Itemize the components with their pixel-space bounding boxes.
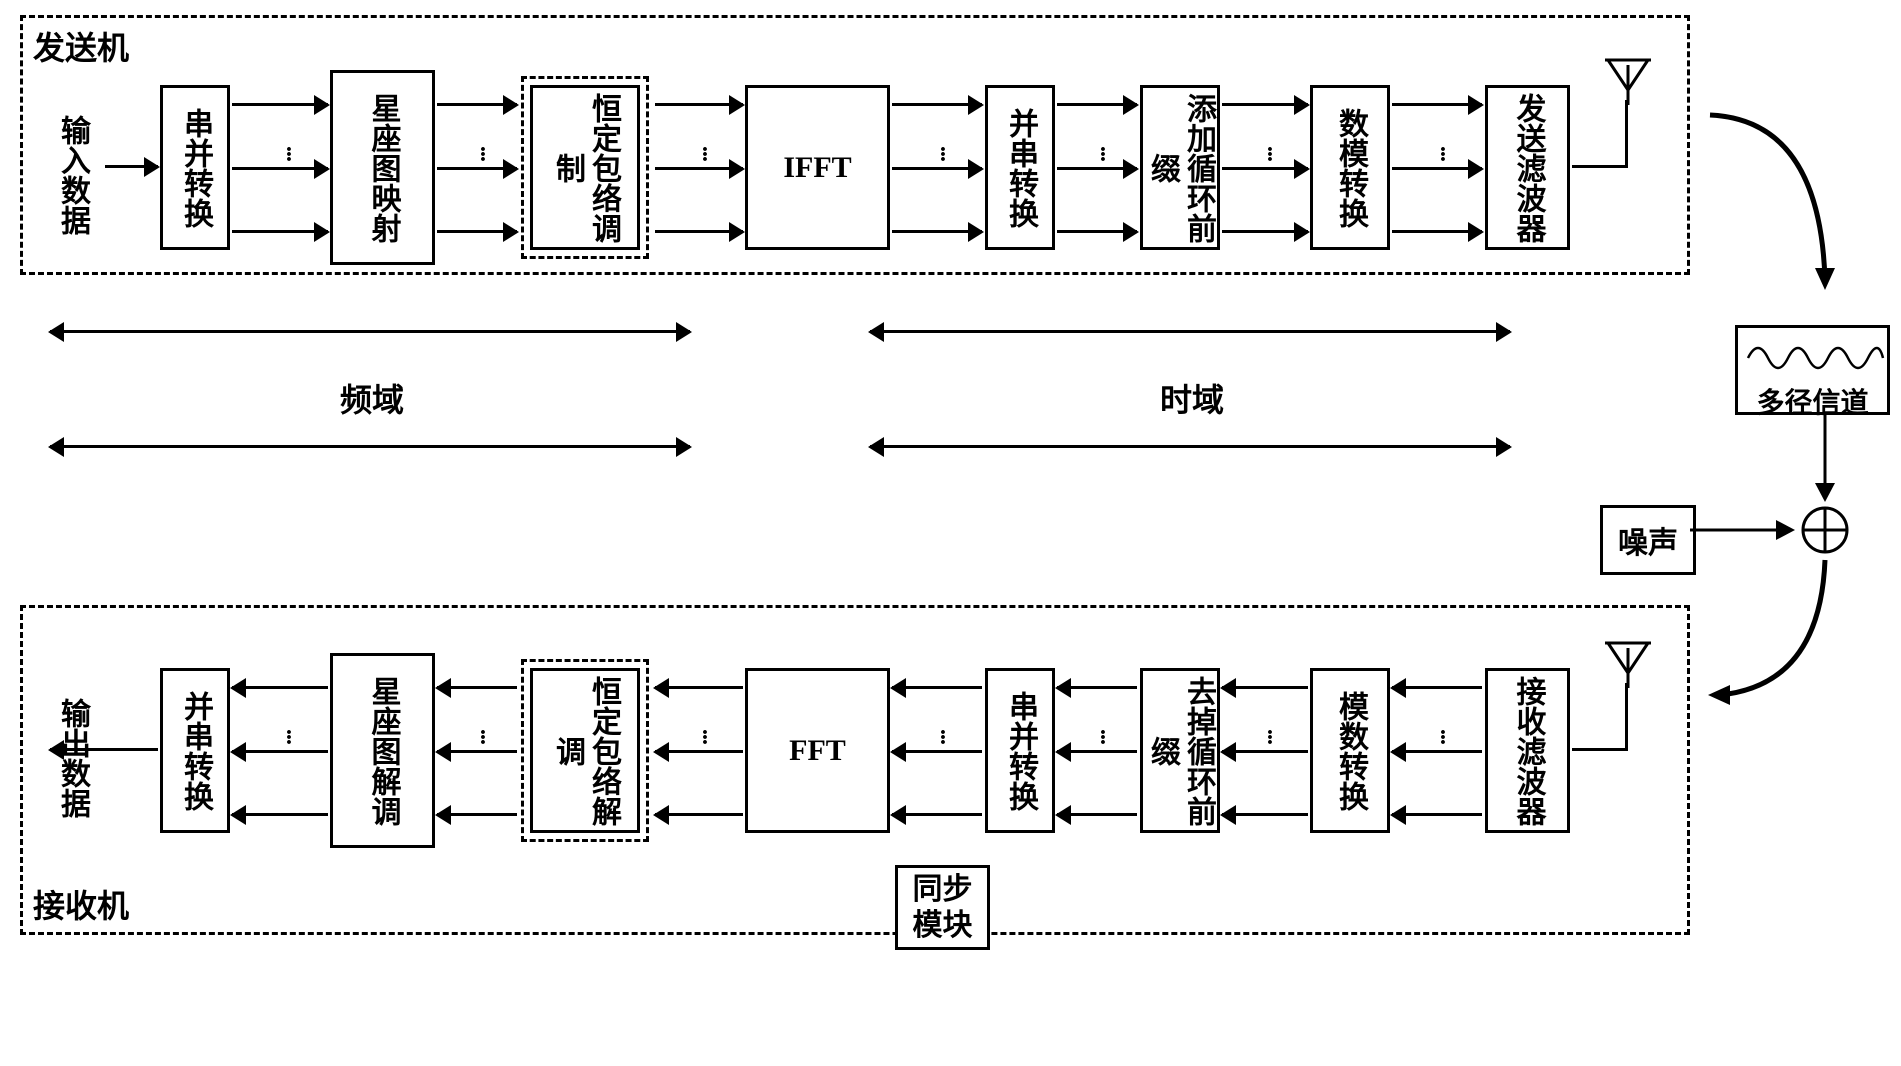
tx-constellation-block: 星座图映射 [330, 70, 435, 265]
time-arrow-top [870, 330, 1510, 333]
vdots: ··· [274, 728, 301, 743]
tx-ps-block: 并串转换 [985, 85, 1055, 250]
line [1572, 165, 1627, 168]
tx-ce-mod-block: 恒定包络调制 [530, 85, 640, 250]
vdots: ··· [690, 728, 717, 743]
multipath-wave-icon [1738, 328, 1893, 373]
rx-ce-demod-block: 恒定包络解调 [530, 668, 640, 833]
arrow-group [232, 103, 328, 233]
tx-antenna-icon [1600, 55, 1660, 110]
arrow-group [437, 686, 517, 816]
channel-box: 多径信道 [1735, 325, 1890, 415]
sum-junction-icon [1795, 500, 1855, 560]
rx-antenna-icon [1600, 638, 1660, 693]
tx-filter-block: 发送滤波器 [1485, 85, 1570, 250]
vdots: ··· [274, 145, 301, 160]
arrow-group [655, 686, 743, 816]
domain-section: 频域 时域 [40, 315, 1640, 555]
arrow-group [1222, 686, 1308, 816]
transmitter-label: 发送机 [33, 23, 129, 69]
arrow-group [892, 686, 982, 816]
rx-sp-block: 串并转换 [985, 668, 1055, 833]
receiver-label: 接收机 [33, 881, 129, 927]
tx-cp-block: 添加循环前缀 [1140, 85, 1220, 250]
noise-arrow [1690, 520, 1800, 540]
arrow-group [1392, 686, 1482, 816]
arrow-group [1057, 103, 1137, 233]
rx-rcp-block: 去掉循环前缀 [1140, 668, 1220, 833]
arrow-group [437, 103, 517, 233]
input-data-label: 输入数据 [50, 115, 94, 235]
freq-arrow-bottom [50, 445, 690, 448]
curved-arrow-down [1700, 555, 1880, 725]
vdots: ··· [468, 728, 495, 743]
rx-filter-block: 接收滤波器 [1485, 668, 1570, 833]
down-arrow [1810, 415, 1840, 505]
rx-sync-block: 同步模块 [895, 865, 990, 950]
tx-dac-block: 数模转换 [1310, 85, 1390, 250]
vdots: ··· [1255, 728, 1282, 743]
vdots: ··· [1428, 728, 1455, 743]
arrow-group [655, 103, 743, 233]
vdots: ··· [928, 145, 955, 160]
rx-ps-block: 并串转换 [160, 668, 230, 833]
arrow-group [1392, 103, 1482, 233]
vdots: ··· [1088, 728, 1115, 743]
vdots: ··· [690, 145, 717, 160]
arrow-group [1057, 686, 1137, 816]
freq-label: 频域 [340, 375, 404, 421]
arrow [50, 748, 158, 751]
time-label: 时域 [1160, 375, 1224, 421]
tx-sp-block: 串并转换 [160, 85, 230, 250]
vdots: ··· [468, 145, 495, 160]
rx-adc-block: 模数转换 [1310, 668, 1390, 833]
curved-arrow [1700, 110, 1880, 330]
vdots: ··· [1255, 145, 1282, 160]
rx-fft-block: FFT [745, 668, 890, 833]
rx-constellation-block: 星座图解调 [330, 653, 435, 848]
arrow-group [892, 103, 982, 233]
time-arrow-bottom [870, 445, 1510, 448]
freq-arrow-top [50, 330, 690, 333]
arrow [105, 165, 158, 168]
vdots: ··· [1088, 145, 1115, 160]
line [1625, 100, 1628, 168]
arrow-group [232, 686, 328, 816]
line [1625, 683, 1628, 751]
line [1572, 748, 1627, 751]
vdots: ··· [928, 728, 955, 743]
tx-ifft-block: IFFT [745, 85, 890, 250]
arrow-group [1222, 103, 1308, 233]
vdots: ··· [1428, 145, 1455, 160]
